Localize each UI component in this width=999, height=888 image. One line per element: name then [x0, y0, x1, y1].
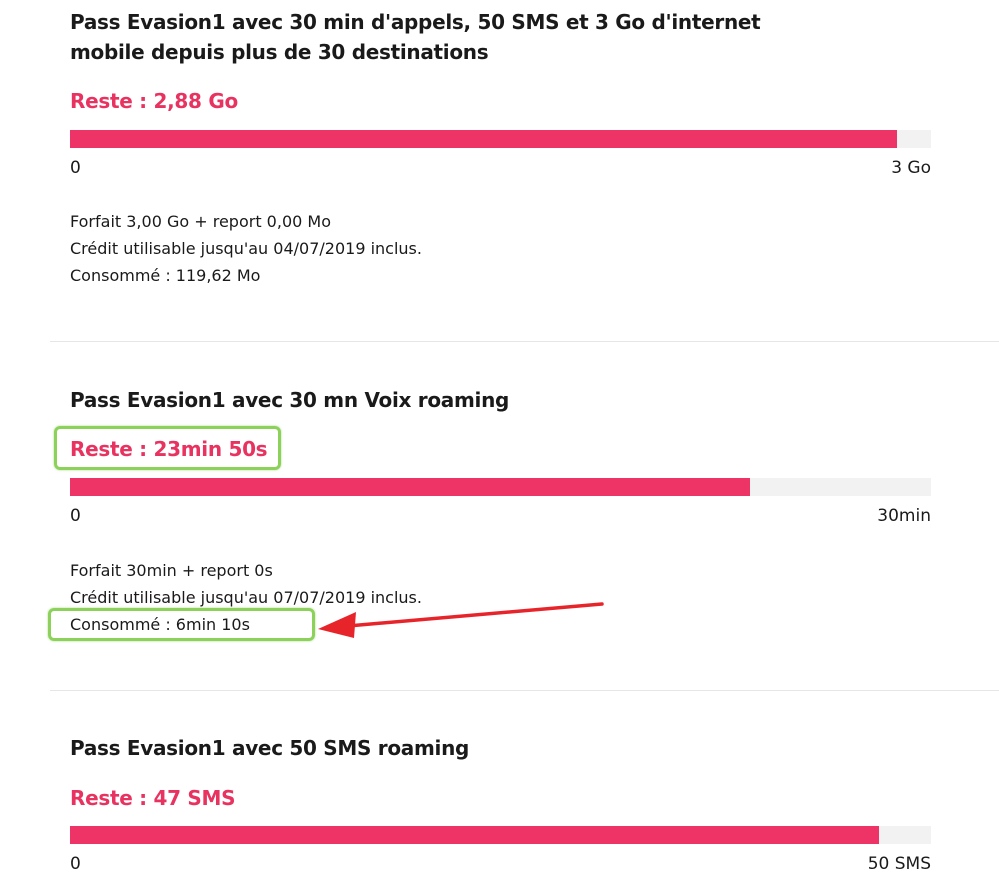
annotation-arrow-icon: [318, 602, 604, 638]
consumed-info: Consommé : 119,62 Mo: [70, 266, 261, 285]
plan-info: Forfait 30min + report 0s: [70, 561, 273, 580]
section-divider: [50, 341, 999, 342]
usage-progress-fill: [70, 826, 880, 844]
section-divider: [50, 690, 999, 691]
progress-scale: 0 50 SMS: [70, 853, 931, 875]
scale-min-label: 0: [70, 158, 81, 178]
scale-min-label: 0: [70, 506, 81, 526]
progress-scale: 0 30min: [70, 505, 931, 527]
usage-progress-fill: [70, 130, 897, 148]
pass-details: Forfait 30min + report 0s Crédit utilisa…: [70, 557, 422, 638]
remaining-amount: Reste : 2,88 Go: [70, 89, 238, 113]
scale-max-label: 30min: [877, 506, 931, 526]
plan-info: Forfait 3,00 Go + report 0,00 Mo: [70, 212, 331, 231]
consumed-highlight-box: [48, 608, 315, 641]
consumed-info: Consommé : 6min 10s: [70, 615, 250, 634]
progress-scale: 0 3 Go: [70, 157, 931, 179]
scale-max-label: 3 Go: [891, 158, 931, 178]
scale-max-label: 50 SMS: [867, 854, 931, 874]
remaining-highlight-box: [54, 426, 281, 470]
usage-progress-fill: [70, 478, 751, 496]
validity-info: Crédit utilisable jusqu'au 04/07/2019 in…: [70, 239, 422, 258]
pass-title: Pass Evasion1 avec 50 SMS roaming: [70, 736, 470, 760]
usage-progress-bar: [70, 130, 931, 148]
usage-progress-bar: [70, 478, 931, 496]
validity-info: Crédit utilisable jusqu'au 07/07/2019 in…: [70, 588, 422, 607]
pass-title: Pass Evasion1 avec 30 min d'appels, 50 S…: [70, 10, 761, 64]
scale-min-label: 0: [70, 854, 81, 874]
remaining-amount: Reste : 23min 50s: [70, 437, 268, 461]
pass-title: Pass Evasion1 avec 30 mn Voix roaming: [70, 388, 510, 412]
remaining-amount: Reste : 47 SMS: [70, 786, 236, 810]
usage-progress-bar: [70, 826, 931, 844]
pass-details: Forfait 3,00 Go + report 0,00 Mo Crédit …: [70, 208, 422, 289]
